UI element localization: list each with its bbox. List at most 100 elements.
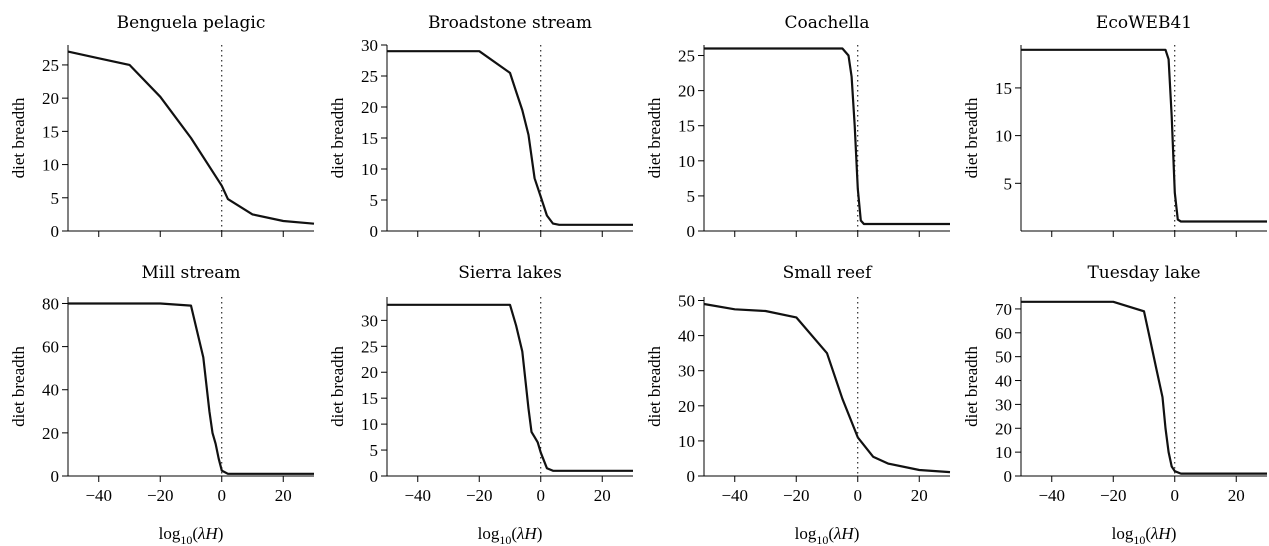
y-tick-label: 10	[361, 160, 378, 179]
x-tick-label: −40	[721, 486, 748, 505]
x-axis-label-base: 10	[499, 533, 511, 546]
x-tick-label: −40	[404, 486, 431, 505]
panel-title: Tuesday lake	[1087, 263, 1200, 283]
series-line	[387, 50, 633, 226]
x-tick-label: 20	[275, 486, 292, 505]
y-axis-label: diet breadth	[962, 346, 981, 427]
y-tick-label: 60	[995, 324, 1012, 343]
y-tick-label: 70	[995, 300, 1012, 319]
y-tick-label: 50	[995, 348, 1012, 367]
x-axis-label-close: )	[537, 524, 543, 543]
x-tick-label: 20	[911, 486, 928, 505]
panel: Small reef 0 10 20 30 40 50 −40 −20 0 20 diet bread…	[645, 263, 951, 546]
y-tick-label: 15	[42, 122, 59, 141]
y-tick-label: 20	[678, 82, 695, 101]
x-tick-label: −20	[147, 486, 174, 505]
panel: Tuesday lake 0 10 20 30 40 50 60 70 −40 −20 0 20 diet…	[962, 263, 1267, 546]
y-tick-label: 25	[42, 56, 59, 75]
y-tick-label: 5	[1004, 174, 1013, 193]
panel: Broadstone stream 0 5 10 15 20 25 30 diet breadt…	[328, 13, 633, 241]
y-tick-label: 0	[687, 467, 696, 486]
series-line	[387, 303, 633, 472]
y-axis-label: diet breadth	[645, 346, 664, 427]
x-axis-label: log10(λH)	[795, 524, 860, 546]
y-tick-label: 10	[995, 127, 1012, 146]
x-tick-label: −20	[783, 486, 810, 505]
x-axis-label-log: log	[159, 524, 181, 543]
y-axis-label: diet breadth	[328, 97, 347, 178]
y-tick-label: 20	[361, 363, 378, 382]
y-tick-label: 0	[370, 222, 379, 241]
x-axis-label-open: (	[511, 524, 517, 543]
panel: Mill stream 0 20 40 60 80 −40 −20 0 20 diet breadt…	[9, 263, 314, 546]
series-line	[704, 47, 950, 226]
y-tick-label: 20	[995, 419, 1012, 438]
panel-title: Broadstone stream	[428, 13, 592, 33]
y-axis-label: diet breadth	[9, 346, 28, 427]
x-axis-label-base: 10	[816, 533, 828, 546]
x-axis-label-var: λH	[833, 524, 855, 543]
x-tick-label: −20	[466, 486, 493, 505]
y-tick-label: 25	[361, 337, 378, 356]
y-tick-label: 0	[51, 467, 60, 486]
y-tick-label: 10	[678, 432, 695, 451]
y-tick-label: 10	[995, 443, 1012, 462]
panel-title: EcoWEB41	[1096, 13, 1192, 33]
x-tick-label: 0	[537, 486, 546, 505]
y-tick-label: 30	[678, 362, 695, 381]
x-axis-label-log: log	[1112, 524, 1134, 543]
y-tick-label: 60	[42, 338, 59, 357]
x-axis-label-close: )	[218, 524, 224, 543]
series-line	[1021, 300, 1267, 475]
y-tick-label: 10	[361, 415, 378, 434]
y-tick-label: 10	[678, 152, 695, 171]
y-tick-label: 15	[678, 117, 695, 136]
x-axis-label: log10(λH)	[478, 524, 543, 546]
x-axis-label-close: )	[854, 524, 860, 543]
y-tick-label: 40	[678, 327, 695, 346]
series-line	[67, 50, 315, 225]
y-tick-label: 30	[361, 36, 378, 55]
panel: EcoWEB41 5 10 15 diet breadth	[962, 13, 1267, 237]
x-tick-label: 20	[594, 486, 611, 505]
x-axis-label-close: )	[1171, 524, 1177, 543]
x-axis-label-open: (	[192, 524, 198, 543]
y-tick-label: 30	[361, 311, 378, 330]
series-line	[703, 302, 951, 474]
y-tick-label: 0	[370, 467, 379, 486]
x-axis-label: log10(λH)	[1112, 524, 1177, 546]
y-tick-label: 10	[42, 156, 59, 175]
y-tick-label: 20	[361, 98, 378, 117]
x-axis-label-var: λH	[1150, 524, 1172, 543]
x-tick-label: −40	[1038, 486, 1065, 505]
y-axis-label: diet breadth	[645, 97, 664, 178]
panel: Benguela pelagic 0 5 10 15 20 25 diet breadth	[9, 13, 315, 241]
y-tick-label: 30	[995, 395, 1012, 414]
x-tick-label: 20	[1228, 486, 1245, 505]
x-tick-label: 0	[218, 486, 227, 505]
panel-title: Benguela pelagic	[117, 13, 266, 33]
x-tick-label: 0	[1171, 486, 1180, 505]
x-tick-label: −20	[1100, 486, 1127, 505]
panel-title: Coachella	[785, 13, 870, 33]
y-tick-label: 40	[42, 381, 59, 400]
y-tick-label: 50	[678, 292, 695, 311]
y-tick-label: 5	[370, 191, 379, 210]
x-axis-label-var: λH	[197, 524, 219, 543]
x-axis-label-log: log	[478, 524, 500, 543]
panel-title: Sierra lakes	[458, 263, 562, 283]
y-tick-label: 20	[42, 89, 59, 108]
y-axis-label: diet breadth	[962, 97, 981, 178]
y-tick-label: 15	[361, 129, 378, 148]
panel-title: Mill stream	[141, 263, 240, 283]
x-axis-label-var: λH	[516, 524, 538, 543]
y-tick-label: 20	[678, 397, 695, 416]
y-tick-label: 15	[361, 389, 378, 408]
y-tick-label: 40	[995, 372, 1012, 391]
y-tick-label: 5	[51, 189, 60, 208]
y-tick-label: 5	[370, 441, 379, 460]
x-tick-label: −40	[85, 486, 112, 505]
x-axis-label-open: (	[1145, 524, 1151, 543]
x-tick-label: 0	[854, 486, 863, 505]
